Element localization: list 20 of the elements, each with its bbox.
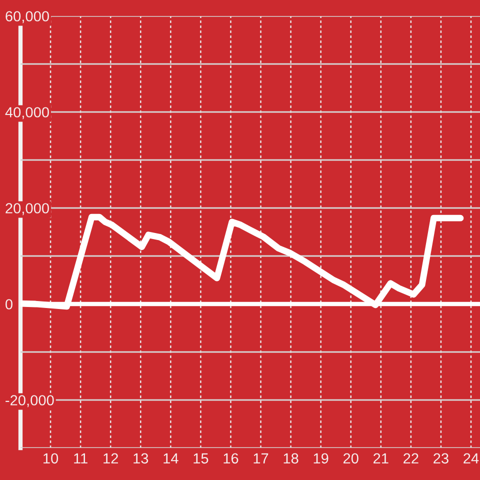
y-tick-label: -20,000	[6, 395, 54, 408]
x-tick-label: 24	[464, 453, 479, 464]
x-tick-label: 17	[254, 453, 268, 464]
y-tick-label: 20,000	[6, 203, 49, 216]
y-tick-label: 60,000	[6, 11, 49, 24]
y-tick-label: 40,000	[5, 107, 49, 120]
x-tick-label: 20	[343, 453, 358, 464]
x-tick-label: 16	[224, 453, 238, 464]
x-tick-label: 10	[44, 453, 58, 464]
x-tick-label: 23	[434, 453, 448, 464]
y-tick-label: 0	[6, 299, 12, 310]
x-tick-label: 18	[284, 453, 298, 464]
x-tick-label: 12	[104, 453, 118, 464]
x-tick-label: 13	[134, 453, 148, 464]
x-tick-label: 22	[404, 453, 418, 464]
x-tick-label: 21	[374, 453, 388, 464]
x-tick-label: 19	[314, 453, 328, 464]
x-tick-label: 11	[74, 453, 88, 464]
x-tick-label: 14	[164, 453, 178, 464]
x-tick-label: 15	[194, 453, 208, 464]
